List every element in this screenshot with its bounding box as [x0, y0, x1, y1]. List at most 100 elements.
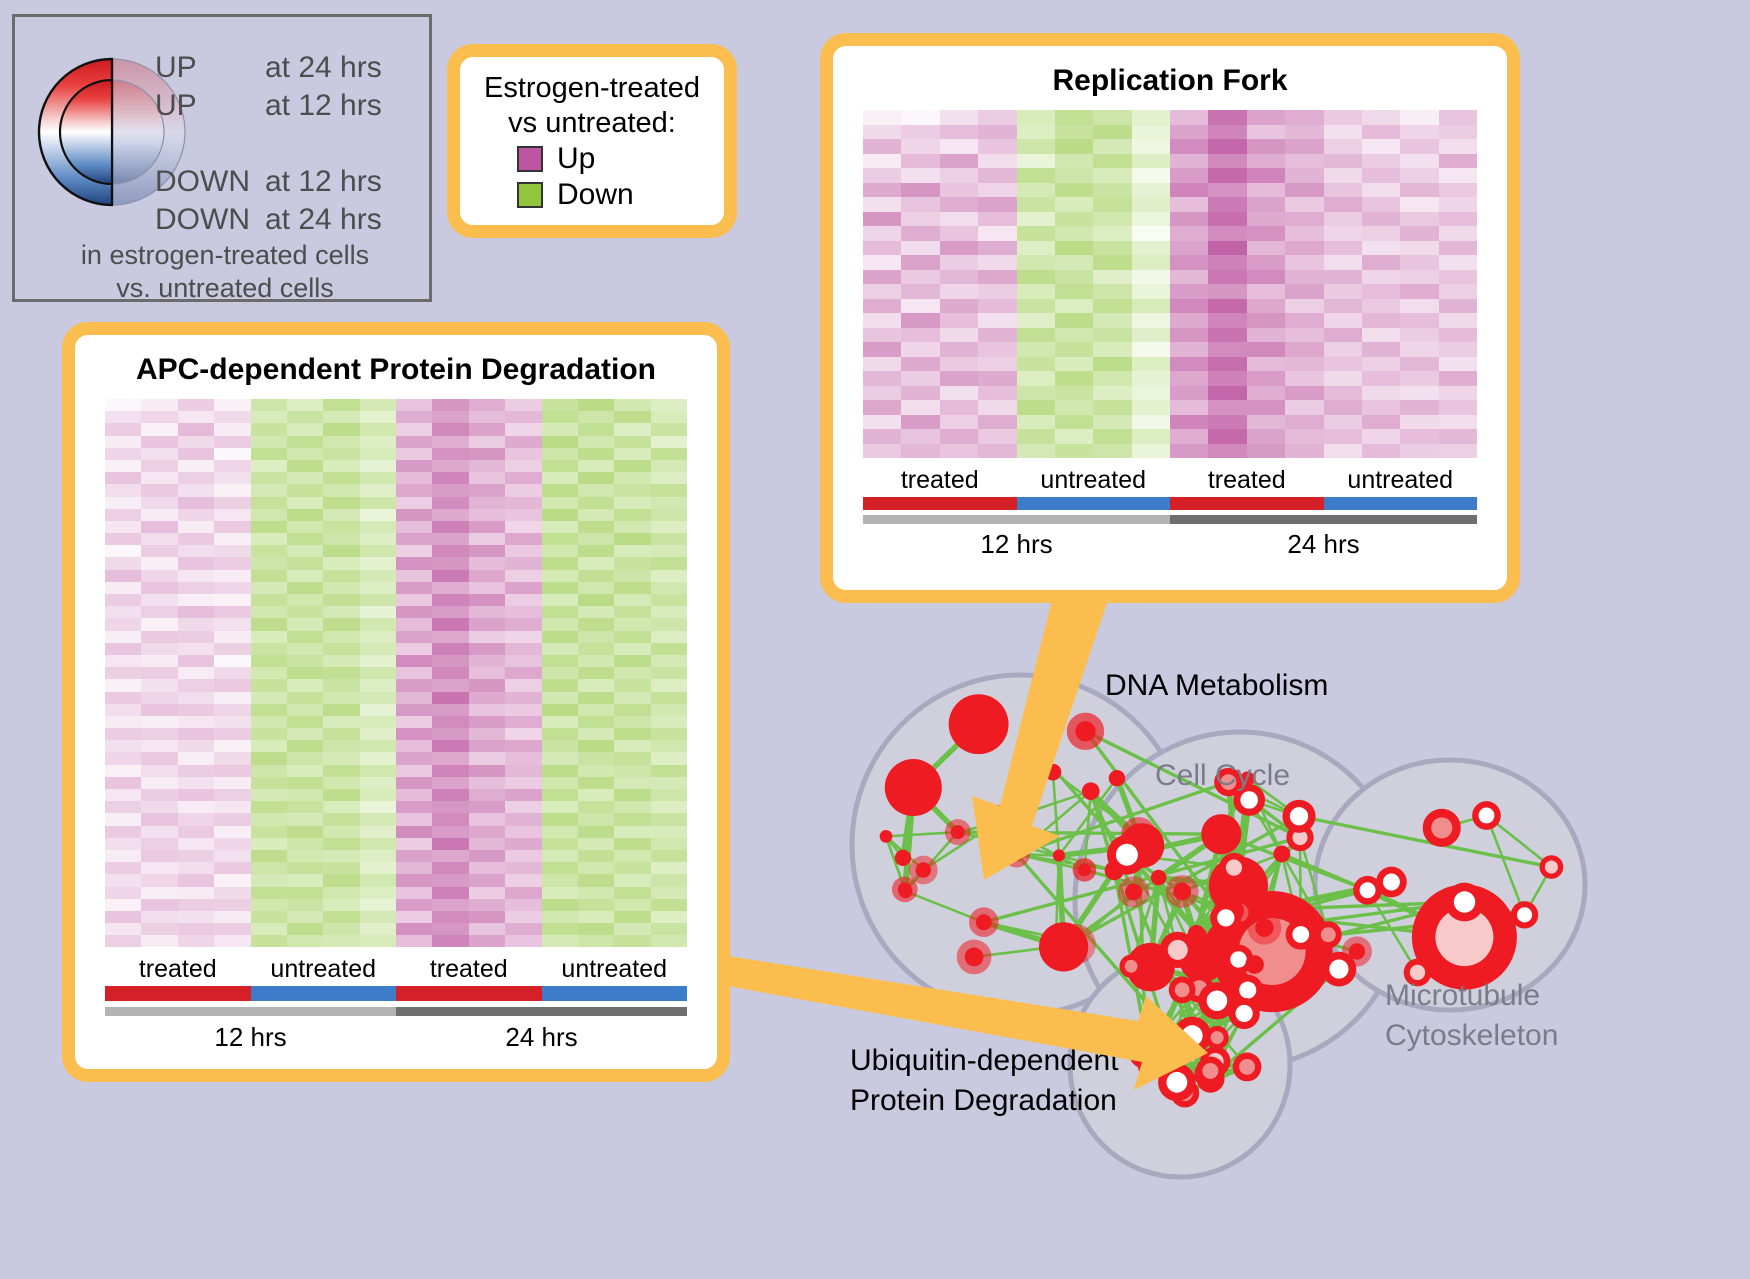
heatmap-cell — [901, 211, 940, 226]
heatmap-cell — [1054, 342, 1094, 357]
heatmap-cell — [105, 581, 142, 594]
network-node[interactable] — [1321, 951, 1357, 987]
network-node[interactable] — [1510, 901, 1539, 929]
heatmap-cell — [650, 679, 687, 692]
network-node[interactable] — [977, 804, 1015, 842]
network-node[interactable] — [1198, 982, 1236, 1020]
network-node[interactable] — [884, 759, 942, 817]
heatmap-cell — [541, 898, 578, 911]
heatmap-cell — [396, 642, 433, 655]
heatmap-cell — [396, 813, 433, 826]
heatmap-cell — [978, 371, 1017, 386]
network-node[interactable] — [1117, 876, 1150, 908]
network-node[interactable] — [1055, 924, 1096, 965]
network-node[interactable] — [1285, 919, 1316, 950]
network-node[interactable] — [1273, 845, 1291, 863]
network-node[interactable] — [1376, 866, 1407, 898]
network-node[interactable] — [1228, 997, 1260, 1030]
network-node[interactable] — [1445, 882, 1484, 922]
network-node[interactable] — [1158, 1063, 1196, 1102]
heatmap-cell — [286, 801, 324, 814]
heatmap-cell — [323, 801, 360, 814]
heatmap-cell — [1131, 211, 1170, 226]
node-core — [1201, 814, 1242, 855]
heatmap-cell — [863, 298, 902, 313]
heatmap-cell — [541, 423, 578, 436]
heatmap-cell — [323, 472, 360, 485]
network-node[interactable] — [879, 829, 893, 843]
network-node[interactable] — [1106, 834, 1147, 875]
network-node[interactable] — [1192, 947, 1216, 970]
network-node[interactable] — [1233, 784, 1266, 816]
network-node[interactable] — [1205, 1025, 1229, 1050]
heatmap-cell — [614, 935, 651, 948]
network-node[interactable] — [1472, 801, 1501, 830]
network-node[interactable] — [898, 884, 913, 899]
heatmap-cell — [978, 139, 1017, 154]
heatmap-cell — [650, 813, 687, 826]
network-node[interactable] — [1232, 1052, 1262, 1082]
heatmap-cell — [1246, 429, 1286, 444]
heatmap-cell — [250, 594, 287, 607]
heatmap-cell — [505, 435, 542, 448]
network-node[interactable] — [1128, 1033, 1164, 1069]
heatmap-cell — [901, 313, 940, 328]
network-node[interactable] — [1150, 869, 1167, 886]
network-node[interactable] — [1173, 1016, 1212, 1055]
network-node[interactable] — [1353, 875, 1382, 905]
network-node[interactable] — [1044, 763, 1062, 781]
network-node[interactable] — [1201, 814, 1242, 855]
heatmap-cell — [1438, 153, 1477, 168]
heatmap-cell — [1323, 139, 1362, 154]
network-node[interactable] — [968, 907, 999, 937]
heatmap-cell — [650, 837, 687, 850]
network-node[interactable] — [1081, 782, 1100, 801]
network-node[interactable] — [908, 855, 938, 885]
network-node[interactable] — [1245, 955, 1264, 974]
network-node[interactable] — [944, 819, 971, 846]
network-node[interactable] — [1066, 712, 1105, 751]
heatmap-cell — [939, 211, 979, 226]
network-node[interactable] — [1314, 921, 1342, 949]
network-node[interactable] — [1240, 771, 1255, 787]
network-node[interactable] — [1072, 858, 1097, 882]
network-node[interactable] — [1422, 808, 1461, 847]
network-node[interactable] — [1214, 767, 1243, 797]
heatmap-cell — [432, 496, 469, 509]
network-node[interactable] — [1247, 910, 1282, 945]
network-node[interactable] — [1403, 958, 1432, 987]
heatmap-cell — [863, 168, 902, 183]
heatmap-cell — [541, 654, 578, 668]
network-node[interactable] — [1165, 874, 1199, 908]
network-node[interactable] — [1027, 739, 1047, 760]
network-node[interactable] — [1232, 974, 1264, 1006]
network-node[interactable] — [1108, 769, 1126, 787]
network-node[interactable] — [948, 694, 1009, 755]
network-node[interactable] — [1411, 884, 1517, 990]
heatmap-cell — [214, 447, 251, 460]
heatmap-cell — [1246, 240, 1286, 255]
network-node[interactable] — [1282, 799, 1316, 833]
network-node[interactable] — [894, 849, 912, 867]
heatmap-cell — [614, 606, 651, 619]
network-node[interactable] — [1047, 929, 1065, 947]
network-node[interactable] — [1210, 902, 1242, 934]
network-node[interactable] — [1119, 954, 1143, 978]
heatmap-cell — [541, 691, 578, 704]
network-node[interactable] — [1539, 855, 1564, 879]
node-core — [1187, 925, 1206, 943]
network-node[interactable] — [1219, 852, 1249, 883]
heatmap-cell — [577, 411, 615, 424]
network-node[interactable] — [1195, 1056, 1225, 1086]
heatmap-cell — [650, 435, 687, 448]
network-node[interactable] — [1168, 976, 1196, 1004]
network-node[interactable] — [956, 939, 992, 975]
heatmap-cell — [1093, 211, 1132, 226]
heatmap-cell — [1054, 168, 1094, 183]
network-node[interactable] — [1052, 849, 1066, 862]
heatmap-cell — [468, 825, 506, 838]
heatmap-cell — [505, 557, 542, 570]
network-node[interactable] — [1187, 925, 1206, 943]
network-node[interactable] — [1003, 840, 1030, 868]
heatmap-cell — [939, 327, 979, 342]
